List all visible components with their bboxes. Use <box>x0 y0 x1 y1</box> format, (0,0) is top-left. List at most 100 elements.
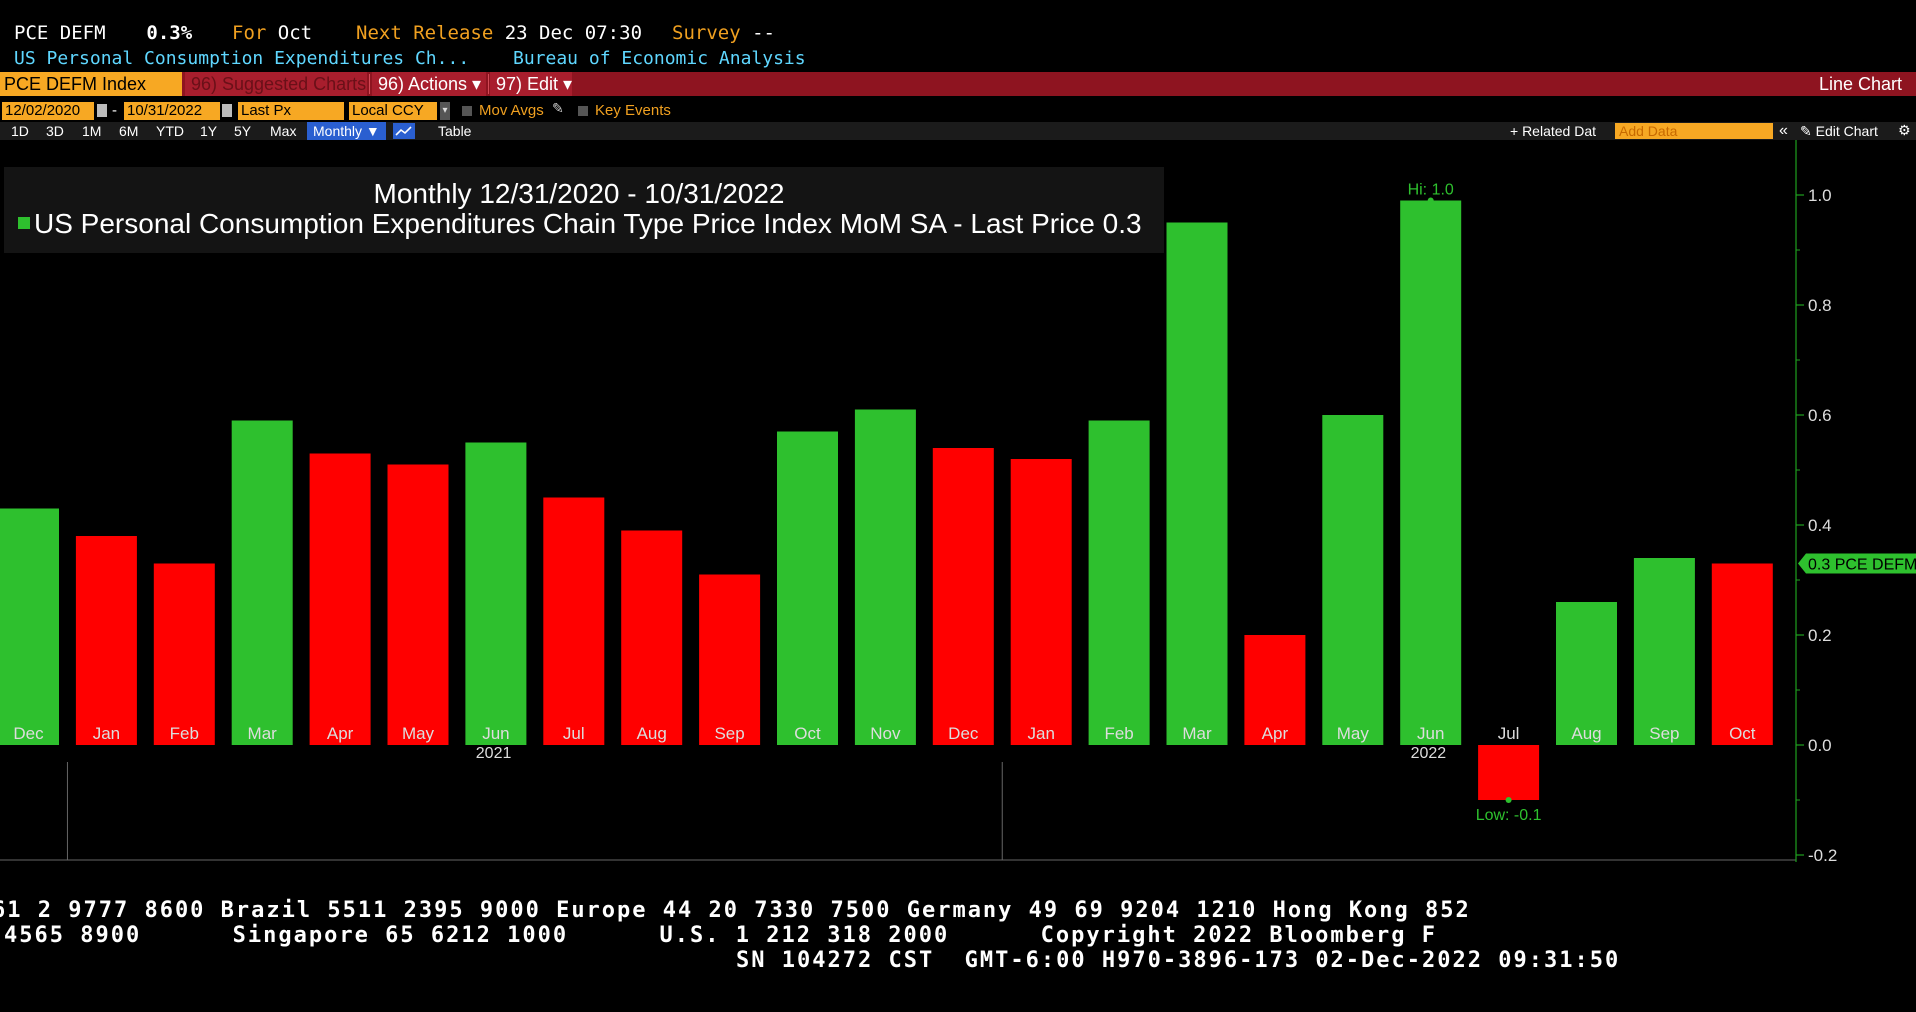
header-line: PCE DEFM 0.3% <box>14 22 192 44</box>
last-price-tag-label: 0.3 PCE DEFM <box>1808 557 1916 574</box>
x-tick-label: Mar <box>248 724 278 743</box>
bar[interactable] <box>1166 222 1228 746</box>
y-tick-label: -0.2 <box>1808 846 1837 865</box>
actions-menu[interactable]: 96) Actions ▾ <box>372 72 486 96</box>
x-tick-label: Apr <box>327 724 354 743</box>
range-5y[interactable]: 5Y <box>234 123 252 139</box>
bar-chart: Dec Jan Feb Mar Apr May Jun Jul Aug Sep Oct Nov Dec J… <box>0 140 1916 865</box>
legend-last-price: 0.3 <box>1102 208 1142 239</box>
bar[interactable] <box>0 508 59 746</box>
x-tick-label: Jul <box>563 724 585 743</box>
related-data-button[interactable]: + Related Dat <box>1510 123 1596 139</box>
table-button[interactable]: Table <box>438 123 472 139</box>
mov-avgs-checkbox[interactable] <box>462 106 472 116</box>
bar[interactable] <box>543 497 605 746</box>
range-1d[interactable]: 1D <box>11 123 29 139</box>
for-period: For Oct <box>232 22 312 44</box>
x-tick-label: Feb <box>1104 724 1133 743</box>
add-data-input[interactable]: Add Data <box>1615 123 1773 139</box>
bar[interactable] <box>854 409 916 746</box>
bar[interactable] <box>75 536 137 745</box>
edit-menu[interactable]: 97) Edit ▾ <box>490 72 572 96</box>
price-field-select[interactable]: Last Px <box>238 102 344 120</box>
chart-title: Monthly 12/31/2020 - 10/31/2022 <box>373 178 785 209</box>
pencil-icon[interactable]: ✎ <box>552 101 564 117</box>
bar[interactable] <box>309 453 371 746</box>
date-dash: - <box>112 102 117 119</box>
bar[interactable] <box>153 563 215 746</box>
year-label: 2022 <box>1411 745 1447 762</box>
security-description[interactable]: US Personal Consumption Expenditures Ch.… <box>14 48 470 69</box>
y-tick-label: 0.2 <box>1808 626 1832 645</box>
end-date-input[interactable]: 10/31/2022 <box>124 102 220 120</box>
range-3d[interactable]: 3D <box>46 123 64 139</box>
period-select[interactable]: Monthly ▼ <box>307 122 386 140</box>
index-field[interactable]: PCE DEFM Index <box>0 72 182 96</box>
next-release: Next Release 23 Dec 07:30 <box>356 22 642 44</box>
bar[interactable] <box>1556 602 1617 745</box>
bar[interactable] <box>1633 558 1695 745</box>
chevron-down-icon[interactable]: ▾ <box>440 102 450 120</box>
x-tick-label: Dec <box>13 724 44 743</box>
bar[interactable] <box>1244 635 1306 745</box>
line-chart-icon[interactable] <box>393 123 415 139</box>
x-tick-label: Feb <box>170 724 199 743</box>
gear-icon[interactable]: ⚙ <box>1898 123 1911 139</box>
ticker-label: PCE DEFM <box>14 22 106 44</box>
data-source[interactable]: Bureau of Economic Analysis <box>513 48 806 69</box>
chart-type-label[interactable]: Line Chart <box>1818 74 1902 94</box>
low-label: Low: -0.1 <box>1476 807 1542 824</box>
start-date-input[interactable]: 12/02/2020 <box>2 102 94 120</box>
hi-point <box>1427 197 1434 204</box>
survey-label: Survey <box>672 22 741 44</box>
calendar-icon[interactable] <box>222 104 232 117</box>
x-tick-label: Apr <box>1262 724 1289 743</box>
footer-copyright: 4565 8900 Singapore 65 6212 1000 U.S. 1 … <box>4 923 1438 948</box>
bar[interactable] <box>1711 563 1773 746</box>
range-bar <box>0 122 1916 140</box>
bar[interactable] <box>932 448 994 745</box>
bar[interactable] <box>387 464 449 746</box>
bar[interactable] <box>1010 459 1072 745</box>
x-tick-label: Aug <box>637 724 667 743</box>
currency-select[interactable]: Local CCY <box>349 102 437 120</box>
calendar-icon[interactable] <box>97 104 107 117</box>
range-6m[interactable]: 6M <box>119 123 139 139</box>
x-tick-label: Jan <box>1027 724 1054 743</box>
bar[interactable] <box>621 530 683 746</box>
edit-chart-button[interactable]: ✎ Edit Chart <box>1800 122 1878 140</box>
legend-swatch <box>18 217 30 229</box>
range-1y[interactable]: 1Y <box>200 123 218 139</box>
suggested-charts-button[interactable]: 96) Suggested Charts <box>185 72 367 96</box>
x-tick-label: Oct <box>794 724 821 743</box>
x-tick-label: Jan <box>93 724 120 743</box>
bar[interactable] <box>1478 745 1540 800</box>
y-tick-label: 0.6 <box>1808 406 1832 425</box>
x-tick-label: Sep <box>1649 724 1679 743</box>
y-tick-label: 1.0 <box>1808 186 1832 205</box>
bar[interactable] <box>1400 200 1462 746</box>
legend-entry[interactable]: US Personal Consumption Expenditures Cha… <box>34 208 1142 240</box>
range-max[interactable]: Max <box>270 123 297 139</box>
low-point <box>1505 797 1512 803</box>
x-tick-label: Dec <box>948 724 979 743</box>
key-events-checkbox[interactable] <box>578 106 588 116</box>
bar[interactable] <box>231 420 293 746</box>
hi-label: Hi: 1.0 <box>1408 182 1454 199</box>
x-tick-label: Jun <box>482 724 509 743</box>
next-release-value: 23 Dec 07:30 <box>504 22 643 44</box>
bar[interactable] <box>777 431 838 746</box>
bar[interactable] <box>465 442 527 746</box>
bar[interactable] <box>1088 420 1150 746</box>
bar[interactable] <box>699 574 761 746</box>
key-events-label[interactable]: Key Events <box>595 102 671 119</box>
bar[interactable] <box>1322 415 1384 745</box>
mov-avgs-label[interactable]: Mov Avgs <box>479 102 544 119</box>
for-label: For <box>232 22 267 44</box>
x-tick-label: Nov <box>870 724 901 743</box>
y-tick-label: 0.0 <box>1808 736 1832 755</box>
collapse-icon[interactable]: « <box>1779 122 1788 139</box>
range-ytd[interactable]: YTD <box>156 123 184 139</box>
range-1m[interactable]: 1M <box>82 123 102 139</box>
x-tick-label: Jul <box>1498 724 1520 743</box>
